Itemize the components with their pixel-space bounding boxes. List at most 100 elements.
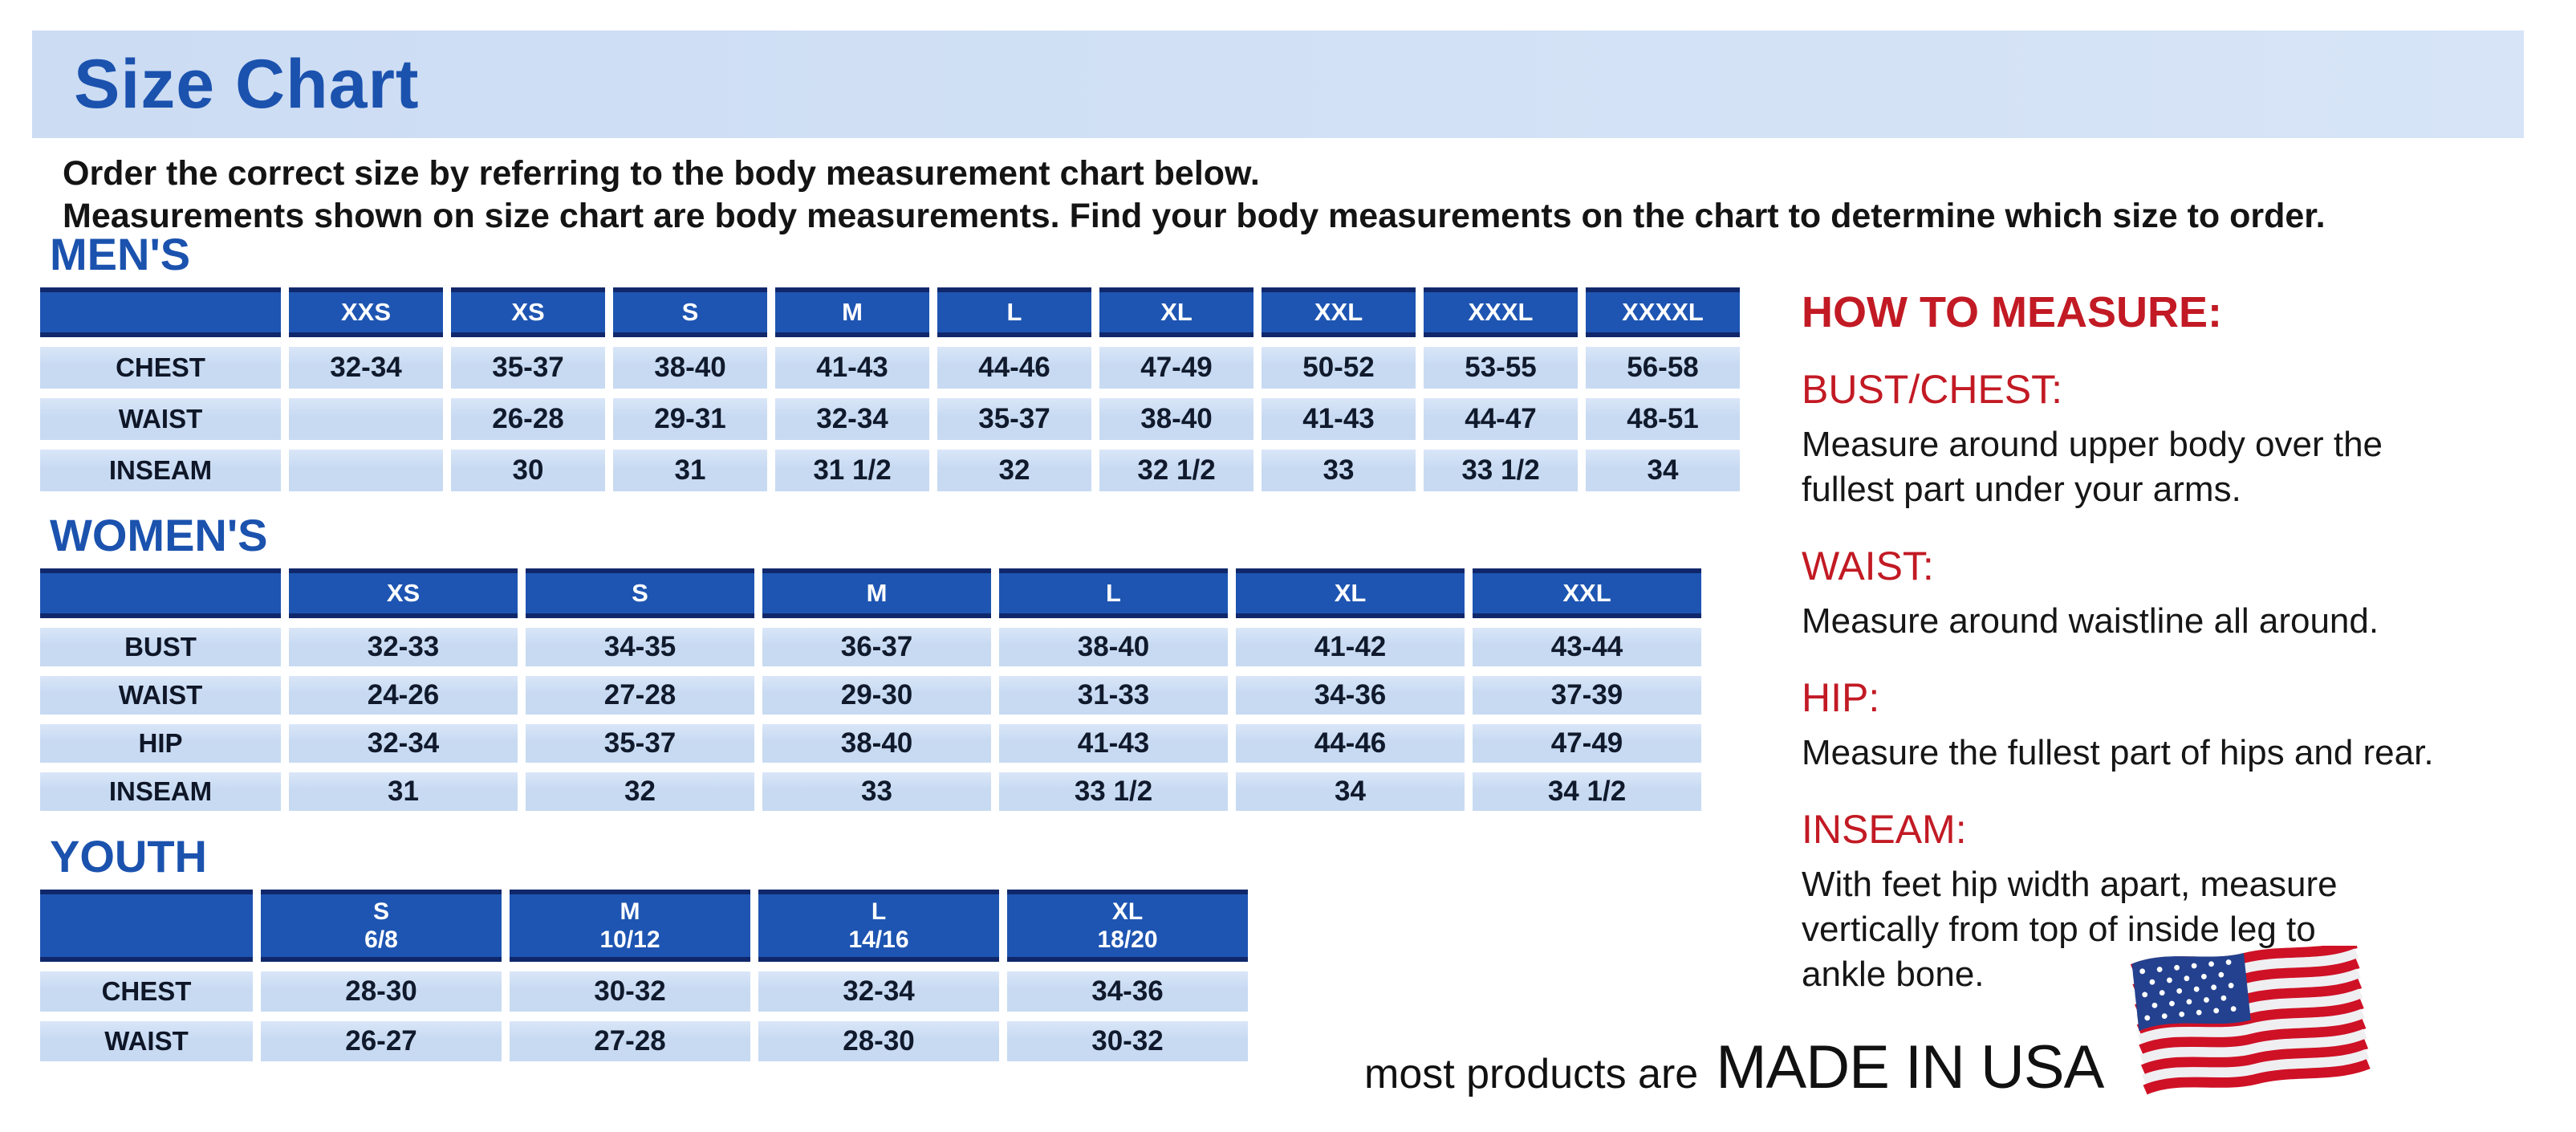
youth-size-table: S 6/8 M 10/12 L 14/16 XL 18/20 CHEST 28-30 30-32 32… xyxy=(32,880,1256,1071)
measurement-row-label: HIP xyxy=(40,724,281,763)
size-value-cell: 27-28 xyxy=(526,676,754,715)
size-value-cell: 41-43 xyxy=(999,724,1228,763)
size-value-cell: 33 1/2 xyxy=(999,772,1228,811)
size-value-cell: 32-34 xyxy=(289,347,443,389)
measurement-row: WAIST 26-27 27-28 28-30 30-32 xyxy=(40,1021,1248,1061)
size-value-cell: 32 1/2 xyxy=(1099,450,1253,491)
size-value-cell: 36-37 xyxy=(762,628,991,666)
size-value-cell: 37-39 xyxy=(1473,676,1701,715)
size-value-cell: 33 1/2 xyxy=(1424,450,1578,491)
size-column-header: S 6/8 xyxy=(261,890,502,962)
size-value-cell: 38-40 xyxy=(1099,398,1253,440)
size-value-cell: 50-52 xyxy=(1262,347,1416,389)
measurement-row: HIP 32-34 35-37 38-40 41-43 44-46 47-49 xyxy=(40,724,1701,763)
size-value-cell: 41-43 xyxy=(1262,398,1416,440)
size-value-cell: 56-58 xyxy=(1586,347,1740,389)
intro-text: Order the correct size by referring to t… xyxy=(63,153,2326,238)
how-to-measure-items: BUST/CHEST: Measure around upper body ove… xyxy=(1802,368,2572,997)
measurement-row: CHEST 32-34 35-37 38-40 41-43 44-46 47-49 50-52… xyxy=(40,347,1740,389)
size-value-cell: 41-42 xyxy=(1236,628,1465,666)
size-value-cell: 34-36 xyxy=(1007,971,1248,1012)
size-value-cell: 48-51 xyxy=(1586,398,1740,440)
size-value-cell: 32-34 xyxy=(758,971,999,1012)
size-value-cell: 28-30 xyxy=(758,1021,999,1061)
size-value-cell: 34 xyxy=(1236,772,1465,811)
size-value-cell: 32-34 xyxy=(289,724,518,763)
measure-item-label: HIP: xyxy=(1802,675,1880,720)
size-column-header: L xyxy=(937,287,1091,337)
size-value-cell: 38-40 xyxy=(999,628,1228,666)
measure-item-label: WAIST: xyxy=(1802,544,1934,588)
size-value-cell xyxy=(289,398,443,440)
size-column-header: XXL xyxy=(1262,287,1416,337)
size-value-cell: 26-28 xyxy=(451,398,605,440)
measurement-row: CHEST 28-30 30-32 32-34 34-36 xyxy=(40,971,1248,1012)
size-value-cell: 35-37 xyxy=(526,724,754,763)
size-tables-column: MEN'S XXS XS S M L XL XXL XXXL XXXXL CHEST 32-34 35… xyxy=(40,231,1748,1071)
size-value-cell: 38-40 xyxy=(762,724,991,763)
corner-header-cell xyxy=(40,287,281,337)
womens-section-heading: WOMEN'S xyxy=(50,510,268,560)
measure-item-text: Measure around upper body over the fulles… xyxy=(1802,425,2383,509)
measurement-row: INSEAM 31 32 33 33 1/2 34 34 1/2 xyxy=(40,772,1701,811)
size-value-cell: 41-43 xyxy=(775,347,929,389)
size-column-header: XXXL xyxy=(1424,287,1578,337)
size-value-cell: 29-31 xyxy=(613,398,767,440)
size-column-header: XS xyxy=(289,568,518,618)
size-value-cell: 28-30 xyxy=(261,971,502,1012)
size-value-cell xyxy=(289,450,443,491)
title-banner: Size Chart xyxy=(32,31,2524,138)
measurement-row: INSEAM 30 31 31 1/2 32 32 1/2 33 33 1/2 34 xyxy=(40,450,1740,491)
size-column-header: XXS xyxy=(289,287,443,337)
size-column-header: XS xyxy=(451,287,605,337)
size-value-cell: 47-49 xyxy=(1099,347,1253,389)
measure-item-text: Measure the fullest part of hips and rea… xyxy=(1802,733,2434,772)
size-column-header: L 14/16 xyxy=(758,890,999,962)
measure-item-text: With feet hip width apart, measure vertic… xyxy=(1802,865,2338,994)
measure-item-label: INSEAM: xyxy=(1802,807,1967,852)
size-value-cell: 38-40 xyxy=(613,347,767,389)
measurement-row-label: WAIST xyxy=(40,398,281,440)
usa-flag-icon xyxy=(2131,946,2371,1095)
size-value-cell: 24-26 xyxy=(289,676,518,715)
header-row: S 6/8 M 10/12 L 14/16 XL 18/20 xyxy=(40,890,1248,962)
size-value-cell: 35-37 xyxy=(937,398,1091,440)
measurement-row: WAIST 24-26 27-28 29-30 31-33 34-36 37-39 xyxy=(40,676,1701,715)
measurement-row-label: WAIST xyxy=(40,676,281,715)
size-column-header: XL 18/20 xyxy=(1007,890,1248,962)
footer-prefix-text: most products are xyxy=(1364,1051,1699,1097)
size-column-header: XXL xyxy=(1473,568,1701,618)
size-value-cell: 31 xyxy=(289,772,518,811)
measurement-row-label: INSEAM xyxy=(40,772,281,811)
page-title: Size Chart xyxy=(74,45,420,123)
size-value-cell: 31 xyxy=(613,450,767,491)
size-value-cell: 33 xyxy=(762,772,991,811)
intro-line-2: Measurements shown on size chart are bod… xyxy=(63,197,2326,235)
intro-line-1: Order the correct size by referring to t… xyxy=(63,154,1260,193)
corner-header-cell xyxy=(40,568,281,618)
measurement-row-label: INSEAM xyxy=(40,450,281,491)
size-value-cell: 27-28 xyxy=(510,1021,750,1061)
size-column-header: XL xyxy=(1099,287,1253,337)
size-value-cell: 32-34 xyxy=(775,398,929,440)
size-value-cell: 43-44 xyxy=(1473,628,1701,666)
size-column-header: M 10/12 xyxy=(510,890,750,962)
size-value-cell: 47-49 xyxy=(1473,724,1701,763)
size-value-cell: 30-32 xyxy=(510,971,750,1012)
size-column-header: XXXXL xyxy=(1586,287,1740,337)
size-value-cell: 35-37 xyxy=(451,347,605,389)
measure-item-text: Measure around waistline all around. xyxy=(1802,601,2379,641)
size-column-header: S xyxy=(613,287,767,337)
size-value-cell: 30 xyxy=(451,450,605,491)
size-value-cell: 44-47 xyxy=(1424,398,1578,440)
corner-header-cell xyxy=(40,890,253,962)
size-column-header: M xyxy=(775,287,929,337)
measurement-row-label: BUST xyxy=(40,628,281,666)
size-value-cell: 31 1/2 xyxy=(775,450,929,491)
measurement-row-label: WAIST xyxy=(40,1021,253,1061)
size-value-cell: 53-55 xyxy=(1424,347,1578,389)
size-column-header: S xyxy=(526,568,754,618)
size-value-cell: 29-30 xyxy=(762,676,991,715)
measure-item-label: BUST/CHEST: xyxy=(1802,367,2063,412)
size-value-cell: 34-35 xyxy=(526,628,754,666)
